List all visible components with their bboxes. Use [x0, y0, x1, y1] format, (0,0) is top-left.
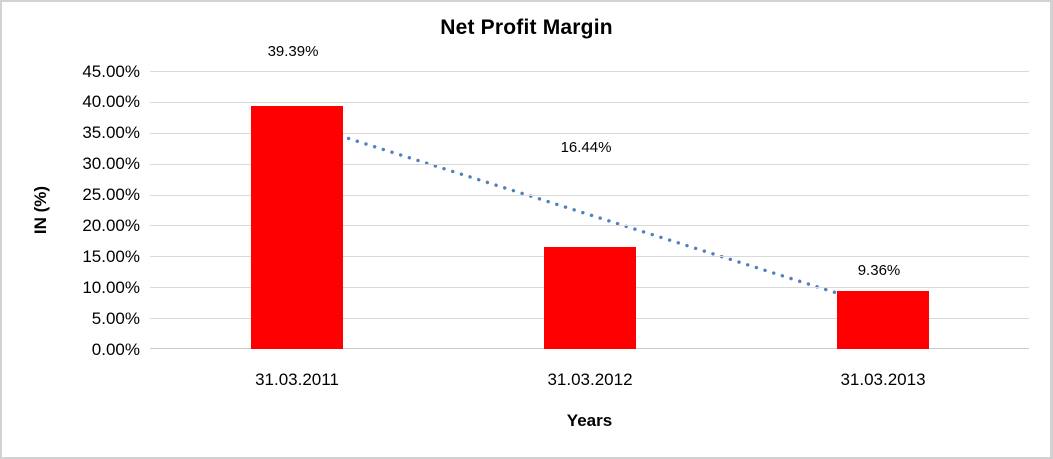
y-tick-label: 5.00%	[91, 309, 140, 328]
bar	[251, 106, 343, 349]
gridline	[150, 102, 1029, 103]
x-tick-label: 31.03.2011	[255, 370, 339, 389]
y-tick-label: 20.00%	[82, 216, 140, 235]
y-tick-label: 10.00%	[82, 278, 140, 297]
x-tick-label: 31.03.2013	[840, 370, 926, 389]
gridline	[150, 225, 1029, 226]
bar	[837, 291, 929, 349]
data-label: 16.44%	[560, 139, 612, 156]
bar	[544, 247, 636, 349]
y-tick-label: 40.00%	[82, 92, 140, 111]
x-axis-title: Years	[566, 411, 613, 430]
y-tick-label: 15.00%	[82, 247, 140, 266]
y-tick-label: 25.00%	[82, 185, 140, 204]
gridline	[150, 195, 1029, 196]
y-tick-label: 0.00%	[91, 340, 140, 359]
plot-area	[150, 71, 1029, 349]
gridline	[150, 164, 1029, 165]
chart-title: Net Profit Margin	[440, 16, 613, 39]
data-label: 39.39%	[267, 43, 319, 60]
gridline	[150, 71, 1029, 72]
gridline	[150, 133, 1029, 134]
y-tick-label: 35.00%	[82, 123, 140, 142]
x-tick-label: 31.03.2012	[547, 370, 633, 389]
data-label: 9.36%	[857, 262, 901, 279]
y-tick-label: 30.00%	[82, 154, 140, 173]
y-tick-label: 45.00%	[82, 62, 140, 81]
